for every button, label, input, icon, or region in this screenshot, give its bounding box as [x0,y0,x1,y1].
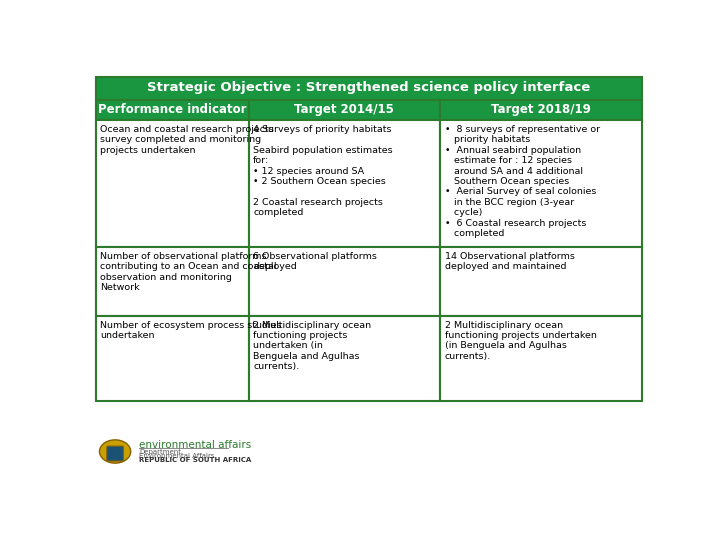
FancyBboxPatch shape [440,100,642,120]
Text: Strategic Objective : Strengthened science policy interface: Strategic Objective : Strengthened scien… [148,82,590,94]
Text: •  8 surveys of representative or
   priority habitats
•  Annual seabird populat: • 8 surveys of representative or priorit… [444,125,600,238]
Text: 2 Multidisciplinary ocean
functioning projects
undertaken (in
Benguela and Agulh: 2 Multidisciplinary ocean functioning pr… [253,321,372,371]
Text: Ocean and coastal research projects
survey completed and monitoring
projects und: Ocean and coastal research projects surv… [100,125,274,155]
Text: Number of ecosystem process studies
undertaken: Number of ecosystem process studies unde… [100,321,282,340]
FancyBboxPatch shape [96,247,248,315]
Text: Environmental Affairs: Environmental Affairs [139,453,215,459]
FancyBboxPatch shape [107,446,124,461]
Text: 4 Surveys of priority habitats

Seabird population estimates
for:
• 12 species a: 4 Surveys of priority habitats Seabird p… [253,125,393,217]
FancyBboxPatch shape [440,120,642,247]
Text: REPUBLIC OF SOUTH AFRICA: REPUBLIC OF SOUTH AFRICA [139,457,251,463]
FancyBboxPatch shape [248,100,440,120]
Text: Performance indicator: Performance indicator [98,103,246,116]
FancyBboxPatch shape [248,247,440,315]
FancyBboxPatch shape [96,120,248,247]
FancyBboxPatch shape [96,100,248,120]
Text: Department: Department [139,449,181,455]
FancyBboxPatch shape [96,77,642,100]
FancyBboxPatch shape [440,247,642,315]
Text: 2 Multidisciplinary ocean
functioning projects undertaken
(in Benguela and Agulh: 2 Multidisciplinary ocean functioning pr… [444,321,596,361]
Text: Target 2014/15: Target 2014/15 [294,103,395,116]
Text: Target 2018/19: Target 2018/19 [491,103,591,116]
Text: environmental affairs: environmental affairs [139,440,251,450]
Text: 14 Observational platforms
deployed and maintained: 14 Observational platforms deployed and … [444,252,575,271]
Text: 6 Observational platforms
deployed: 6 Observational platforms deployed [253,252,377,271]
FancyBboxPatch shape [248,315,440,401]
Text: Number of observational platforms
contributing to an Ocean and coastal
observati: Number of observational platforms contri… [100,252,276,292]
FancyBboxPatch shape [96,315,248,401]
FancyBboxPatch shape [440,315,642,401]
FancyBboxPatch shape [248,120,440,247]
Circle shape [99,440,131,463]
